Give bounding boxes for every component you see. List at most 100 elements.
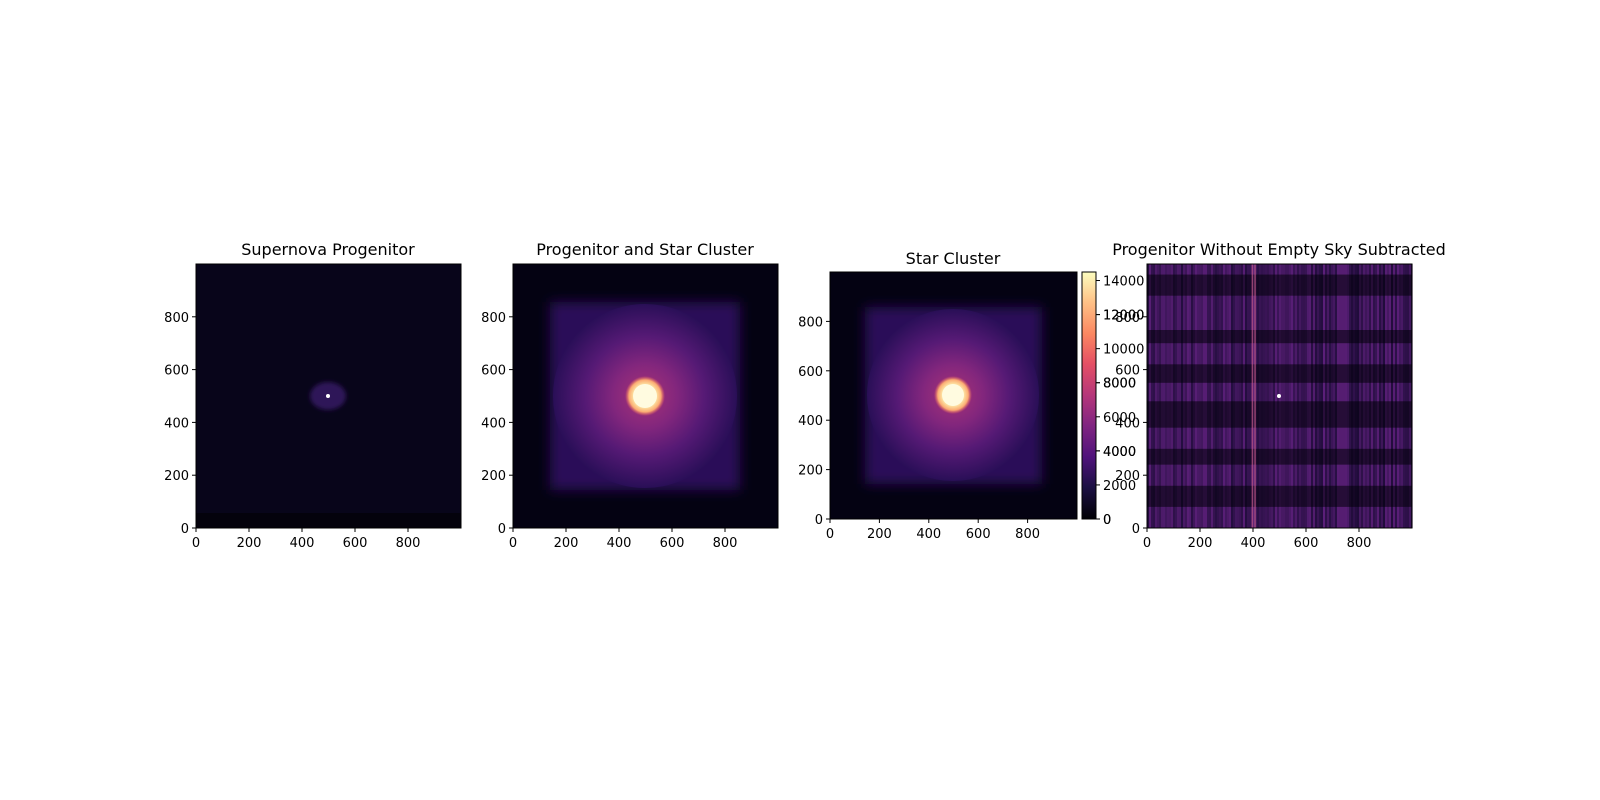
y-tick-label: 800 (164, 311, 189, 326)
stripe (1389, 264, 1391, 528)
stripe (1259, 264, 1261, 528)
stripe (1303, 264, 1305, 528)
stripe (1291, 264, 1293, 528)
stripe (1171, 264, 1173, 528)
stripe (1371, 264, 1373, 528)
stripe (1271, 264, 1273, 528)
stripe (1367, 264, 1369, 528)
panel-3: Star Cluster 0 200 400 600 800 0200400600800… (798, 249, 1144, 542)
stripe (1309, 264, 1311, 528)
stripe (1257, 264, 1259, 528)
y-tick-label: 600 (1115, 364, 1140, 379)
stripe (1381, 264, 1383, 528)
stripe (1353, 264, 1355, 528)
stripe (1147, 264, 1149, 528)
colorbar-frame (1081, 271, 1097, 520)
colorbar-tick-label: 4000 (1103, 445, 1136, 460)
x-tick-label: 600 (1294, 536, 1319, 551)
panel-2-title: Progenitor and Star Cluster (536, 240, 754, 259)
stripe (1407, 264, 1409, 528)
panel-3-x-ticks: 0 200 400 600 800 (826, 519, 1040, 542)
stripe (1179, 264, 1181, 528)
stripe (1231, 264, 1233, 528)
x-tick-label: 400 (290, 536, 315, 551)
stripe (1363, 264, 1365, 528)
y-tick-label: 400 (164, 416, 189, 431)
panel-1-y-ticks: 0 200 400 600 800 (164, 311, 196, 537)
stripe (1317, 264, 1319, 528)
y-tick-label: 400 (481, 416, 506, 431)
stripe (1379, 264, 1381, 528)
stripe (1229, 264, 1231, 528)
stripe (1345, 264, 1347, 528)
stripe (1151, 264, 1153, 528)
stripe (1167, 264, 1169, 528)
panel-3-core-center (942, 384, 964, 406)
panel-1-bottom-band (196, 513, 461, 528)
panel-4-title: Progenitor Without Empty Sky Subtracted (1112, 240, 1446, 259)
stripe (1237, 264, 1239, 528)
stripe (1325, 264, 1327, 528)
colorbar-tick-label: 0 (1103, 513, 1111, 528)
stripe (1341, 264, 1343, 528)
stripe (1181, 264, 1183, 528)
x-tick-label: 0 (1143, 536, 1151, 551)
x-tick-label: 400 (1241, 536, 1266, 551)
y-tick-label: 600 (481, 364, 506, 379)
panel-1-image (196, 264, 461, 528)
stripe (1319, 264, 1321, 528)
stripe (1225, 264, 1227, 528)
stripe (1351, 264, 1353, 528)
colorbar-gradient (1082, 272, 1096, 519)
stripe (1287, 264, 1289, 528)
x-tick-label: 0 (826, 527, 834, 542)
stripe (1393, 264, 1395, 528)
panel-3-image (830, 272, 1077, 519)
stripe (1273, 264, 1275, 528)
stripe (1361, 264, 1363, 528)
colorbar-ticks: 0400080001200002000400060008000100001200… (1096, 275, 1144, 528)
stripe (1263, 264, 1265, 528)
stripe (1401, 264, 1403, 528)
stripe (1191, 264, 1193, 528)
dark-band (1147, 364, 1412, 383)
stripe (1385, 264, 1387, 528)
stripe (1255, 264, 1257, 528)
stripe (1395, 264, 1397, 528)
stripe (1299, 264, 1301, 528)
stripe (1369, 264, 1371, 528)
colorbar-tick-label: 0 (1103, 513, 1111, 528)
panel-2-frame (512, 263, 779, 529)
stripe (1377, 264, 1379, 528)
stripe (1383, 264, 1385, 528)
panel-3-frame (829, 271, 1078, 520)
stripe (1355, 264, 1357, 528)
stripe (1339, 264, 1341, 528)
panel-4: Progenitor Without Empty Sky Subtracted … (1112, 240, 1446, 551)
stripe (1275, 264, 1277, 528)
stripe (1169, 264, 1171, 528)
stripe (1253, 264, 1255, 528)
colorbar-tick-label: 8000 (1103, 377, 1136, 392)
stripe (1177, 264, 1179, 528)
bright-column (1254, 264, 1256, 528)
stripe (1331, 264, 1333, 528)
stripe (1289, 264, 1291, 528)
stripe (1349, 264, 1351, 528)
panel-4-y-ticks: 0 200 400 600 800 (1115, 311, 1147, 537)
stripe (1261, 264, 1263, 528)
y-tick-label: 400 (1115, 416, 1140, 431)
stripe (1149, 264, 1151, 528)
panel-1-title: Supernova Progenitor (241, 240, 415, 259)
x-tick-label: 600 (966, 527, 991, 542)
y-tick-label: 200 (798, 464, 823, 479)
stripe (1321, 264, 1323, 528)
stripe (1219, 264, 1221, 528)
colorbar-tick-label: 8000 (1103, 377, 1136, 392)
panel-1-point-source (326, 394, 330, 398)
stripe (1241, 264, 1243, 528)
panel-4-frame (1146, 263, 1413, 529)
dark-band (1147, 330, 1412, 344)
x-tick-label: 400 (607, 536, 632, 551)
